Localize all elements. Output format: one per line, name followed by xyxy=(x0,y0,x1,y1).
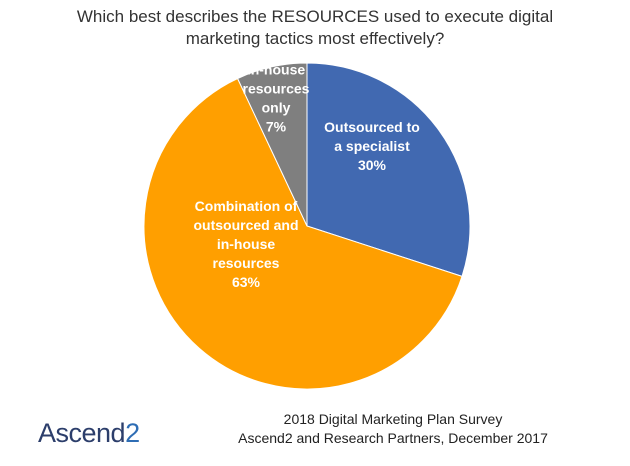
chart-title-line-2: marketing tactics most effectively? xyxy=(185,29,445,48)
slice-label-2-line-2: only xyxy=(262,100,291,116)
source-note: 2018 Digital Marketing Plan Survey Ascen… xyxy=(228,410,558,448)
slice-label-1-line-2: in-house xyxy=(217,236,276,252)
source-line-2: Ascend2 and Research Partners, December … xyxy=(238,430,548,446)
slice-label-2-line-1: resources xyxy=(243,81,310,97)
logo-number: 2 xyxy=(125,418,140,448)
slice-label-2: In-house resources only 7% xyxy=(243,62,310,135)
slice-label-1-line-1: outsourced and xyxy=(193,217,298,233)
slice-label-1-line-4: 63% xyxy=(232,274,261,290)
pie-slice-2 xyxy=(236,62,308,227)
slice-label-0-line-2: 30% xyxy=(358,157,387,173)
slice-label-1-line-0: Combination of xyxy=(195,198,298,214)
source-line-1: 2018 Digital Marketing Plan Survey xyxy=(283,411,503,427)
slice-label-2-line-0: In-house xyxy=(247,62,306,78)
slice-label-0-line-0: Outsourced to xyxy=(324,119,420,135)
pie-slice-1 xyxy=(143,77,463,390)
logo-text: Ascend xyxy=(38,418,126,448)
slice-label-2-line-3: 7% xyxy=(266,119,287,135)
slice-label-0: Outsourced to a specialist 30% xyxy=(324,119,420,173)
chart-title: Which best describes the RESOURCES used … xyxy=(40,6,590,50)
ascend2-logo: Ascend2 xyxy=(38,418,140,449)
slice-label-1-line-3: resources xyxy=(213,255,280,271)
slice-label-0-line-1: a specialist xyxy=(334,138,410,154)
pie-slice-0 xyxy=(306,62,471,278)
chart-title-line-1: Which best describes the RESOURCES used … xyxy=(76,7,554,26)
slice-label-1: Combination of outsourced and in-house reso… xyxy=(193,198,298,290)
